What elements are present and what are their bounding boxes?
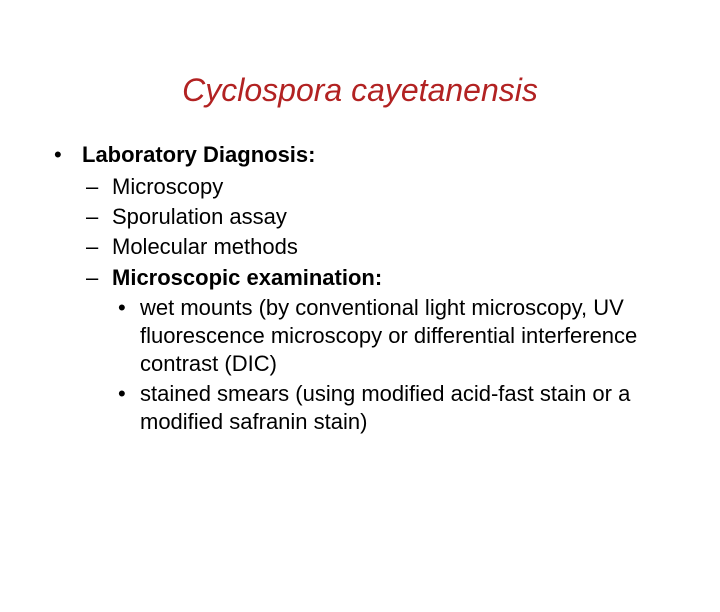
slide: Cyclospora cayetanensis Laboratory Diagn… [0, 72, 720, 612]
list-item: Molecular methods [82, 233, 680, 261]
bullet-list-level1: Laboratory Diagnosis: Microscopy Sporula… [52, 141, 680, 437]
slide-body: Laboratory Diagnosis: Microscopy Sporula… [0, 141, 720, 437]
slide-title: Cyclospora cayetanensis [0, 72, 720, 109]
list-item: Microscopy [82, 173, 680, 201]
bullet-list-level3: wet mounts (by conventional light micros… [112, 294, 680, 437]
bullet-text: Molecular methods [112, 234, 298, 259]
list-item: wet mounts (by conventional light micros… [112, 294, 680, 378]
bullet-text: stained smears (using modified acid-fast… [140, 381, 630, 434]
list-item: Sporulation assay [82, 203, 680, 231]
bullet-list-level2: Microscopy Sporulation assay Molecular m… [82, 173, 680, 436]
list-item: Laboratory Diagnosis: Microscopy Sporula… [52, 141, 680, 437]
list-item: stained smears (using modified acid-fast… [112, 380, 680, 436]
bullet-text: Microscopic examination: [112, 265, 382, 290]
bullet-text: Microscopy [112, 174, 223, 199]
bullet-text: wet mounts (by conventional light micros… [140, 295, 637, 376]
bullet-text: Laboratory Diagnosis: [82, 142, 315, 167]
bullet-text: Sporulation assay [112, 204, 287, 229]
list-item: Microscopic examination: wet mounts (by … [82, 264, 680, 437]
